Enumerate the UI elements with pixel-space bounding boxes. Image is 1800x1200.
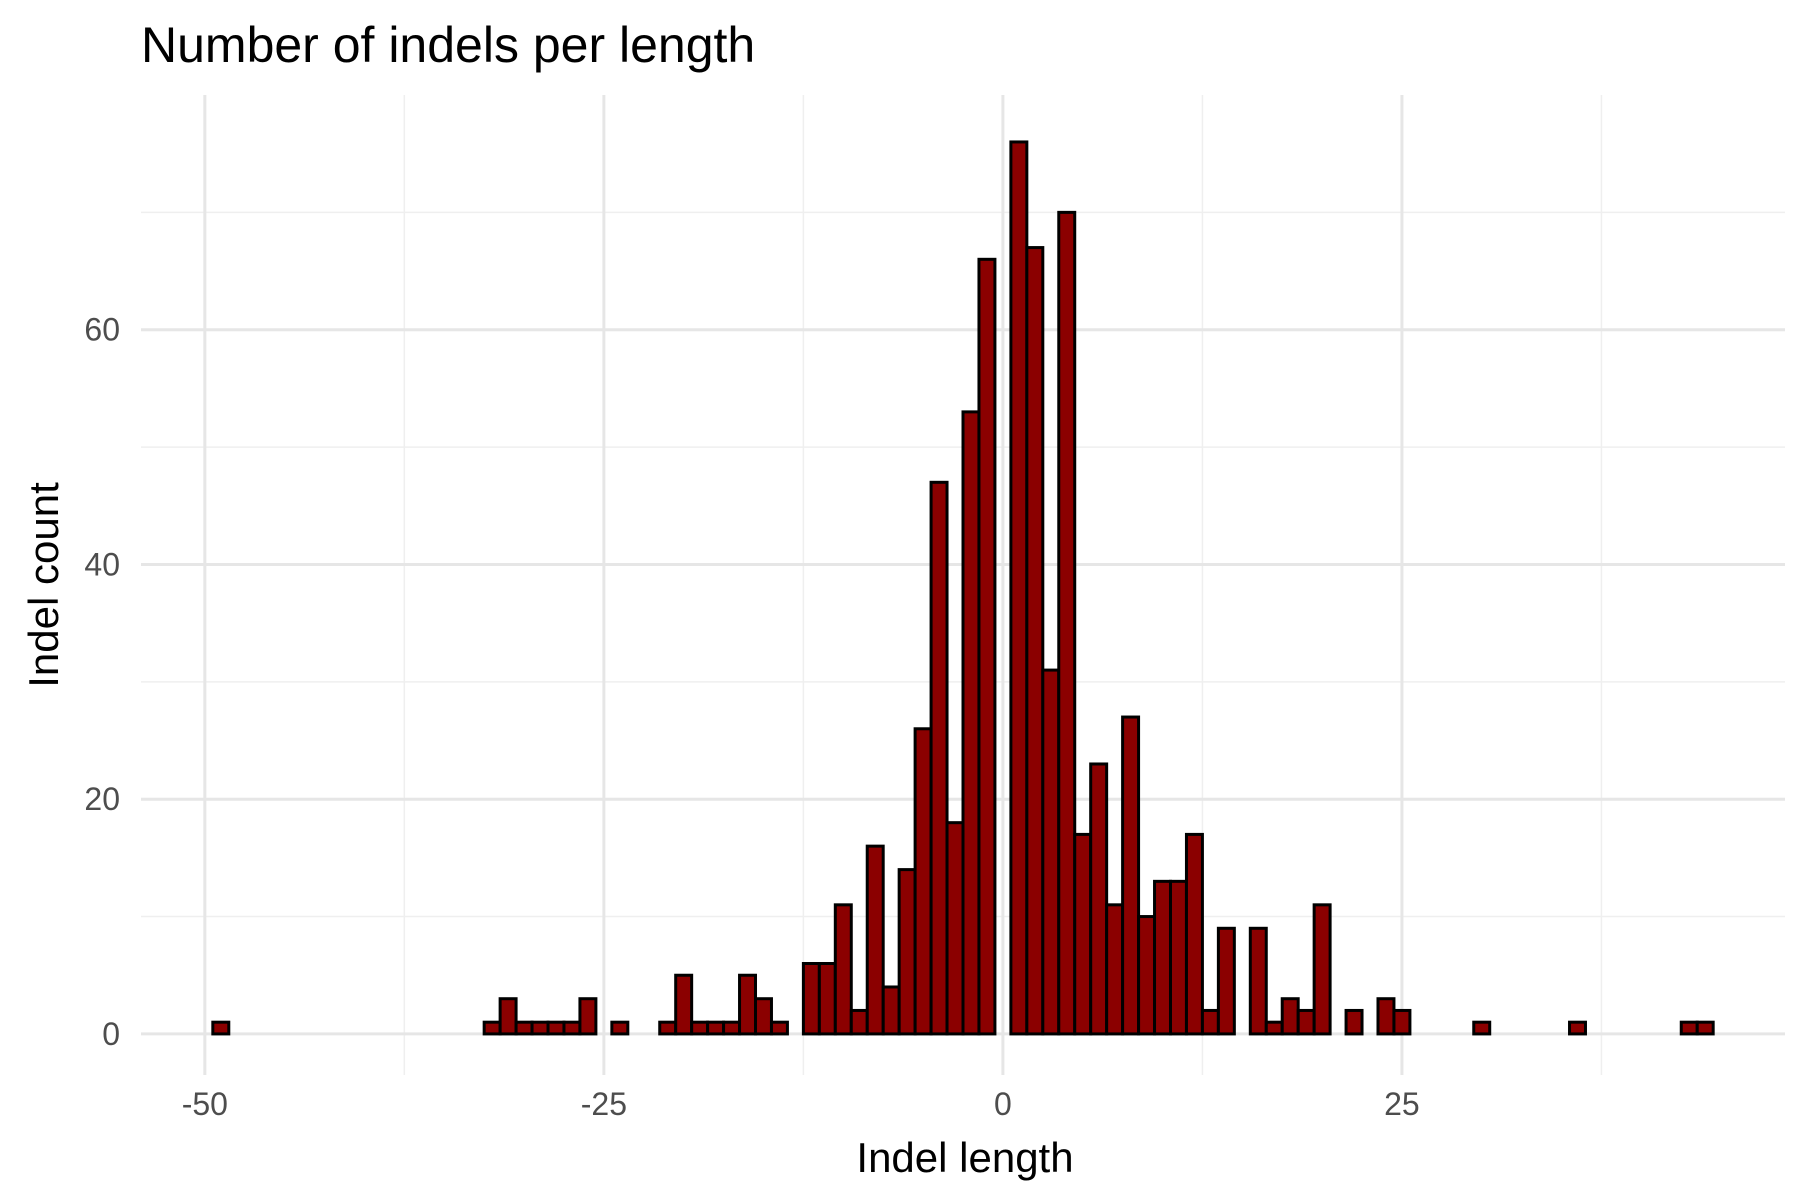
histogram-bar: [1392, 1008, 1412, 1036]
histogram-bar: [211, 1020, 231, 1036]
histogram-bar: [1025, 246, 1045, 1036]
x-tick-label: -25: [581, 1086, 627, 1122]
histogram-bar: [897, 868, 917, 1036]
histogram-bar: [498, 997, 518, 1036]
histogram-bar: [977, 257, 997, 1036]
histogram-bar: [833, 903, 853, 1036]
histogram-bar: [610, 1020, 630, 1036]
histogram-bar: [865, 844, 885, 1036]
chart-title: Number of indels per length: [141, 17, 755, 73]
histogram-bar: [562, 1020, 582, 1036]
histogram-bar: [1168, 879, 1188, 1036]
histogram-bar: [546, 1020, 566, 1036]
y-tick-label: 60: [84, 312, 120, 348]
axis-tick-labels: -50 -25 0 25 0 20 40 60: [84, 312, 1419, 1122]
histogram-bar: [530, 1020, 550, 1036]
histogram-bar: [738, 973, 758, 1036]
histogram-bar: [1041, 668, 1061, 1036]
y-tick-label: 40: [84, 546, 120, 582]
histogram-bar: [1137, 915, 1157, 1036]
y-tick-label: 20: [84, 781, 120, 817]
histogram-bar: [913, 727, 933, 1036]
histogram-bar: [1264, 1020, 1284, 1036]
histogram-bar: [754, 997, 773, 1036]
histogram-bar: [929, 480, 949, 1036]
histogram-bar: [1089, 762, 1109, 1036]
histogram-bar: [961, 410, 981, 1036]
histogram-bar: [945, 821, 965, 1036]
histogram-bar: [1153, 879, 1172, 1036]
x-tick-label: 0: [994, 1086, 1012, 1122]
histogram-bar: [1073, 832, 1093, 1036]
histogram-bar: [1105, 903, 1125, 1036]
histogram-bar: [1312, 903, 1332, 1036]
x-axis-title: Indel length: [856, 1134, 1073, 1181]
x-tick-label: -50: [182, 1086, 228, 1122]
histogram-bar: [658, 1020, 678, 1036]
histogram-bar: [1248, 926, 1268, 1036]
histogram-bar: [1376, 997, 1396, 1036]
histogram-bar: [1695, 1020, 1715, 1036]
histogram-bar: [690, 1020, 710, 1036]
histogram-bar: [722, 1020, 742, 1036]
histogram-bar: [801, 962, 821, 1036]
histogram-bar: [1568, 1020, 1587, 1036]
histogram-bar: [1200, 1008, 1220, 1036]
histogram-bar: [1184, 832, 1204, 1036]
histogram-bar: [769, 1020, 789, 1036]
histogram-bar: [706, 1020, 726, 1036]
histogram-bar: [482, 1020, 502, 1036]
y-tick-label: 0: [102, 1016, 120, 1052]
histogram-bar: [881, 985, 901, 1036]
histogram-bar: [1296, 1008, 1316, 1036]
histogram-bar: [1009, 140, 1029, 1036]
histogram-bar: [578, 997, 598, 1036]
histogram-bar: [1472, 1020, 1492, 1036]
histogram-bar: [849, 1008, 869, 1036]
x-tick-label: 25: [1384, 1086, 1420, 1122]
histogram-bar: [817, 962, 837, 1036]
histogram-bar: [514, 1020, 534, 1036]
histogram-bar: [674, 973, 694, 1036]
y-axis-title: Indel count: [20, 482, 67, 688]
histogram-bar: [1216, 926, 1236, 1036]
histogram-bar: [1344, 1008, 1364, 1036]
histogram-bar: [1057, 210, 1077, 1036]
histogram-bars: [211, 140, 1715, 1036]
histogram-bar: [1280, 997, 1300, 1036]
histogram-bar: [1679, 1020, 1699, 1036]
histogram-bar: [1121, 715, 1141, 1036]
